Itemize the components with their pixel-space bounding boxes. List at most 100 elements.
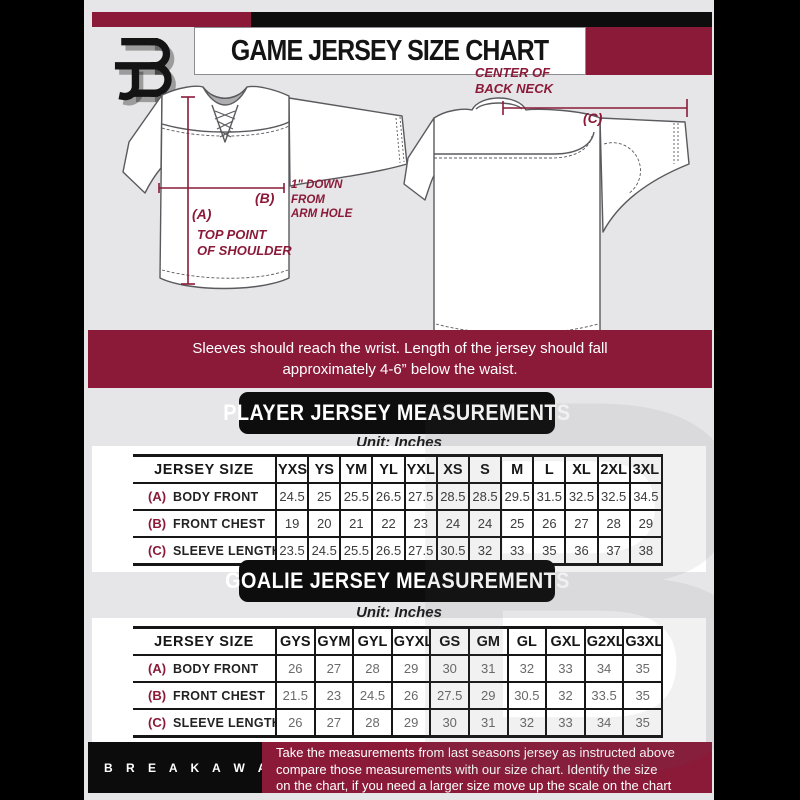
breakaway-b-icon xyxy=(114,37,176,106)
row-label-cell: (A) BODY FRONT xyxy=(133,482,277,511)
value-cell: 26 xyxy=(275,708,316,738)
value-cell: 24 xyxy=(467,509,503,538)
size-column-header: YM xyxy=(339,454,374,484)
back-right-sleeve xyxy=(599,117,690,233)
goalie-table-band: JERSEY SIZE GYS GYM GYL GYXL GS GM GL GXL G2XL G3X… xyxy=(92,618,706,744)
value-cell: 30 xyxy=(429,654,470,683)
value-cell: 28.5 xyxy=(467,482,503,511)
value-cell: 33.5 xyxy=(583,681,625,710)
table-row: (A) BODY FRONT 26 27 28 29 30 31 32 33 34 35 xyxy=(133,654,663,683)
front-left-sleeve xyxy=(122,94,163,194)
row-key: (C) xyxy=(148,714,167,730)
value-cell: 32.5 xyxy=(596,482,631,511)
page-title: GAME JERSEY SIZE CHART xyxy=(231,34,549,67)
row-label: FRONT CHEST xyxy=(173,688,266,703)
row-key: (B) xyxy=(148,687,167,703)
front-yoke-seam xyxy=(161,121,290,133)
size-column-header: GM xyxy=(467,626,509,656)
value-cell: 28.5 xyxy=(435,482,470,511)
size-column-header: 2XL xyxy=(596,454,631,484)
row-label: SLEEVE LENGTH xyxy=(173,543,276,558)
value-cell: 31.5 xyxy=(532,482,567,511)
value-cell: 30.5 xyxy=(506,681,548,710)
size-header-cell: JERSEY SIZE xyxy=(133,454,277,484)
player-section-title-box: PLAYER JERSEY MEASUREMENTS xyxy=(223,392,570,434)
size-column-header: GXL xyxy=(545,626,586,656)
size-column-header: YXS xyxy=(274,454,310,484)
value-cell: 35 xyxy=(622,681,663,710)
back-armhole-seam xyxy=(603,142,641,195)
back-left-sleeve xyxy=(403,117,437,201)
value-cell: 21 xyxy=(339,509,374,538)
front-lace-v xyxy=(211,104,239,143)
row-label-cell: (B) FRONT CHEST xyxy=(133,681,277,710)
jersey-diagrams xyxy=(122,85,690,332)
value-cell: 32 xyxy=(506,654,548,683)
size-column-header: GYS xyxy=(275,626,316,656)
value-cell: 36 xyxy=(564,536,599,566)
value-cell: 32 xyxy=(506,708,548,738)
size-column-header: XS xyxy=(435,454,470,484)
value-cell: 29 xyxy=(390,654,432,683)
size-column-header: S xyxy=(467,454,503,484)
value-cell: 34 xyxy=(583,708,625,738)
size-column-header: GYM xyxy=(313,626,355,656)
front-right-sleeve xyxy=(288,97,408,187)
value-cell: 29 xyxy=(467,681,509,710)
value-cell: 26 xyxy=(532,509,567,538)
size-column-header: GS xyxy=(429,626,470,656)
top-accent-black xyxy=(251,12,712,27)
footer-brand-name: B R E A K A W A Y xyxy=(104,760,293,775)
value-cell: 25.5 xyxy=(339,482,374,511)
value-cell: 37 xyxy=(596,536,631,566)
value-cell: 24.5 xyxy=(352,681,393,710)
caption-arm-hole: 1" DOWN FROM ARM HOLE xyxy=(291,179,353,220)
row-label: BODY FRONT xyxy=(173,489,259,504)
value-cell: 27 xyxy=(313,708,355,738)
page-title-box: GAME JERSEY SIZE CHART xyxy=(194,27,586,75)
value-cell: 26 xyxy=(275,654,316,683)
goalie-section-title-box: GOALIE JERSEY MEASUREMENTS xyxy=(225,560,569,602)
size-column-header: G3XL xyxy=(622,626,663,656)
value-cell: 27 xyxy=(564,509,599,538)
value-cell: 31 xyxy=(467,708,509,738)
value-cell: 32.5 xyxy=(564,482,599,511)
row-key: (B) xyxy=(148,515,167,531)
size-column-header: YXL xyxy=(403,454,438,484)
value-cell: 33 xyxy=(545,654,586,683)
table-row: (C) SLEEVE LENGTH 23.5 24.5 25.5 26.5 27.5 30.5… xyxy=(133,536,664,566)
size-column-header: YS xyxy=(307,454,342,484)
table-row: (A) BODY FRONT 24.5 25 25.5 26.5 27.5 28.5 28.5 2… xyxy=(133,482,664,511)
footer-instructions: Take the measurements from last seasons … xyxy=(262,742,712,793)
label-c: (C) xyxy=(583,110,603,126)
value-cell: 20 xyxy=(307,509,342,538)
size-column-header: 3XL xyxy=(628,454,664,484)
top-accent-maroon xyxy=(92,12,251,27)
table-row: (C) SLEEVE LENGTH 26 27 28 29 30 31 32 33 34 35 xyxy=(133,708,663,738)
size-column-header: G2XL xyxy=(583,626,625,656)
size-column-header: GL xyxy=(506,626,548,656)
value-cell: 29 xyxy=(390,708,432,738)
value-cell: 27.5 xyxy=(429,681,470,710)
value-cell: 25 xyxy=(307,482,342,511)
value-cell: 26.5 xyxy=(371,482,406,511)
value-cell: 24 xyxy=(435,509,470,538)
value-cell: 35 xyxy=(622,708,663,738)
row-label: SLEEVE LENGTH xyxy=(173,715,276,730)
row-key: (C) xyxy=(148,542,167,558)
size-chart-document: B GAME JERSEY SIZE CHART xyxy=(84,0,714,800)
row-label-cell: (A) BODY FRONT xyxy=(133,654,277,683)
value-cell: 30 xyxy=(429,708,470,738)
value-cell: 28 xyxy=(352,654,393,683)
footer-brand-box: B R E A K A W A Y xyxy=(88,742,287,793)
goalie-section-title: GOALIE JERSEY MEASUREMENTS xyxy=(224,568,570,593)
value-cell: 21.5 xyxy=(275,681,316,710)
value-cell: 23 xyxy=(313,681,355,710)
value-cell: 34 xyxy=(583,654,625,683)
row-label-cell: (C) SLEEVE LENGTH xyxy=(133,708,277,738)
row-key: (A) xyxy=(148,488,167,504)
player-table-band: JERSEY SIZE YXS YS YM YL YXL XS S M L XL 2XL 3XL (A) B… xyxy=(92,446,706,572)
value-cell: 35 xyxy=(622,654,663,683)
table-row: (B) FRONT CHEST 19 20 21 22 23 24 24 25 26 27 28 29 xyxy=(133,509,664,538)
caption-center-back-neck: CENTER OF BACK NECK xyxy=(475,65,553,96)
